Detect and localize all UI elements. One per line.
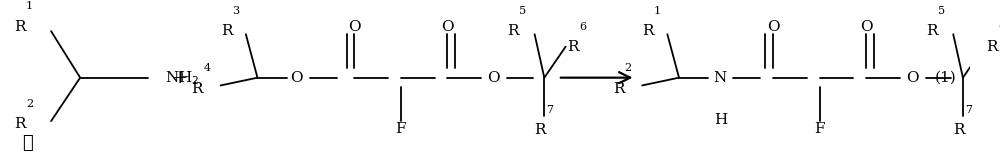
Text: R: R (568, 40, 579, 54)
Text: H: H (714, 113, 727, 127)
Text: R: R (986, 40, 998, 54)
Text: R: R (535, 123, 546, 137)
Text: R: R (192, 82, 203, 96)
Text: 7: 7 (546, 105, 553, 115)
Text: O: O (290, 71, 303, 85)
Text: 或: 或 (22, 134, 33, 152)
Text: O: O (906, 71, 919, 85)
Text: R: R (14, 20, 26, 34)
Text: 1: 1 (654, 6, 661, 16)
Text: 5: 5 (938, 6, 945, 16)
Text: O: O (348, 20, 361, 34)
Text: 7: 7 (965, 105, 972, 115)
Text: R: R (14, 117, 26, 131)
Text: O: O (488, 71, 500, 85)
Text: O: O (767, 20, 779, 34)
Text: 6: 6 (998, 21, 1000, 31)
Text: 5: 5 (519, 6, 526, 16)
Text: 2: 2 (26, 99, 33, 109)
Text: R: R (613, 82, 625, 96)
Text: 2: 2 (625, 63, 632, 73)
Text: 3: 3 (232, 6, 239, 16)
Text: +: + (172, 69, 188, 87)
Text: N: N (713, 71, 726, 85)
Text: 4: 4 (203, 63, 210, 73)
Text: O: O (860, 20, 872, 34)
Text: O: O (441, 20, 454, 34)
Text: 1: 1 (26, 1, 33, 11)
Text: NH$_2$: NH$_2$ (165, 69, 199, 86)
Text: F: F (814, 122, 825, 136)
Text: R: R (221, 24, 232, 38)
Text: R: R (507, 24, 519, 38)
Text: R: R (953, 123, 965, 137)
Text: R: R (642, 24, 654, 38)
Text: R: R (926, 24, 938, 38)
Text: (1): (1) (935, 71, 956, 85)
Text: F: F (396, 122, 406, 136)
Text: 6: 6 (579, 21, 586, 31)
